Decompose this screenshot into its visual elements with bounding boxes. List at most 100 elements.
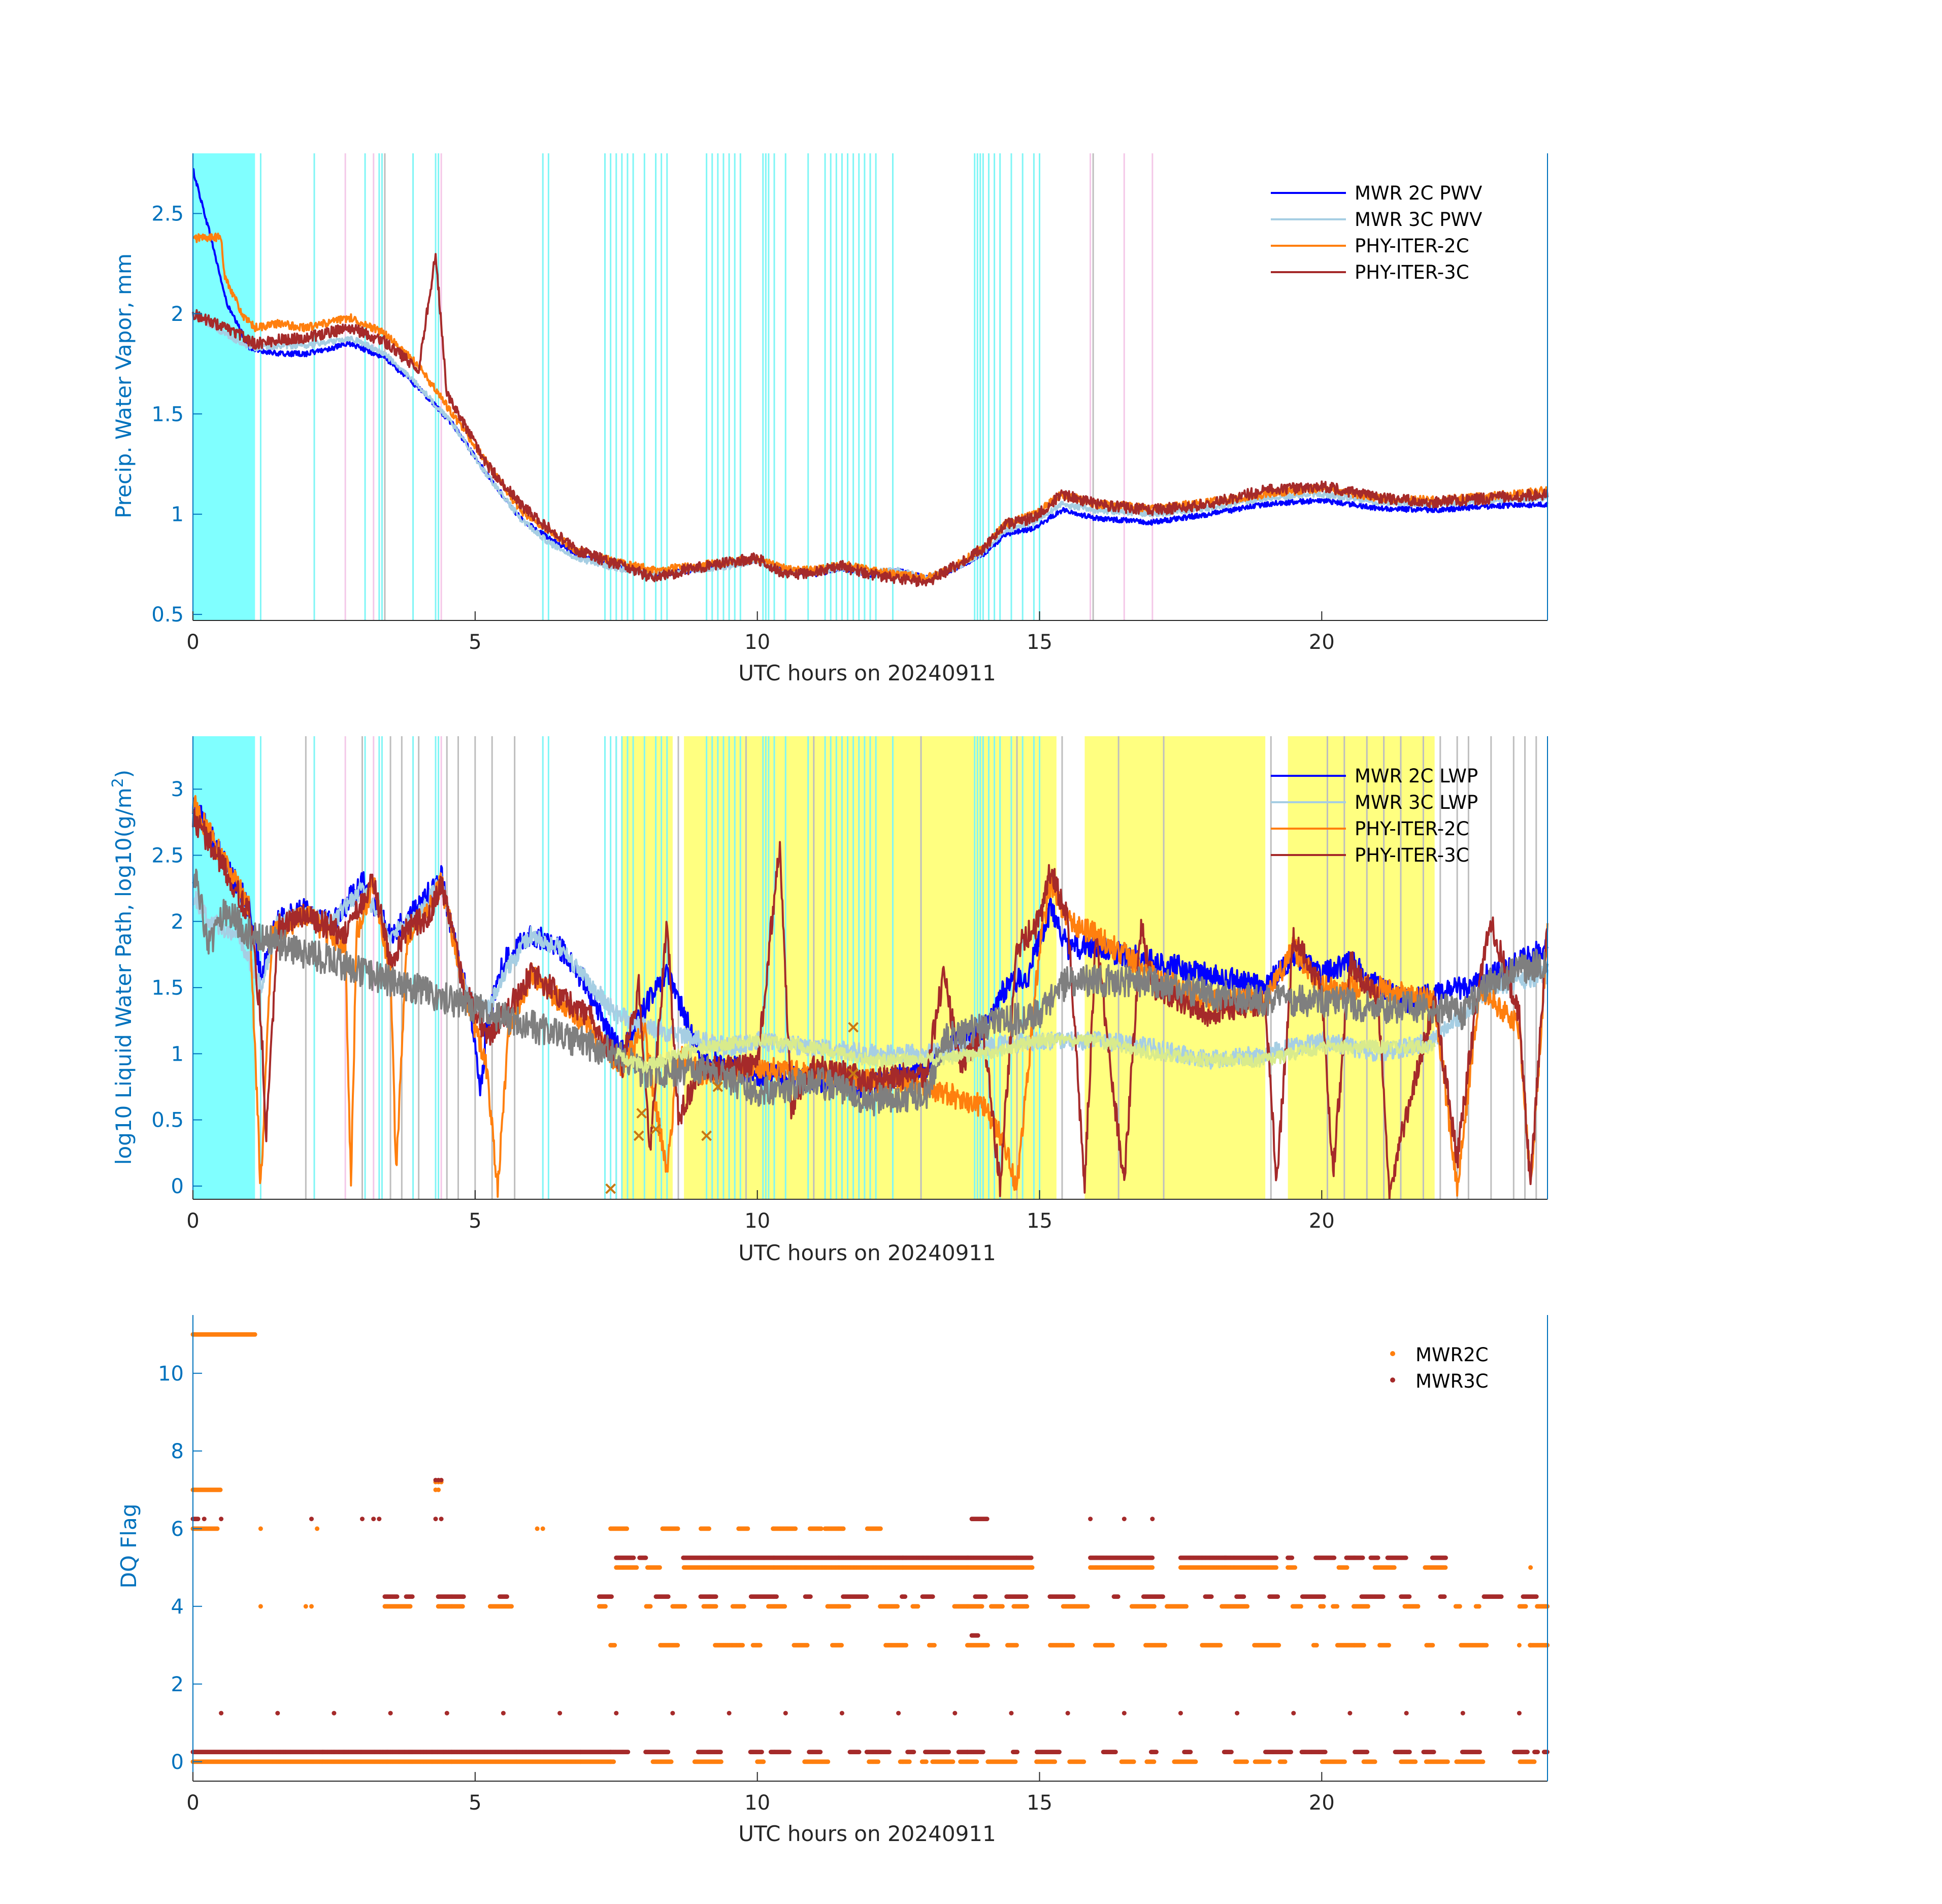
legend-label: PHY-ITER-2C (1355, 235, 1469, 257)
flag-point (1442, 1594, 1447, 1599)
x-marker (650, 1124, 661, 1135)
flag-point (1178, 1711, 1183, 1716)
flag-point (360, 1517, 365, 1522)
scatter-mwr2c (190, 1332, 1550, 1764)
flag-point (394, 1594, 400, 1599)
flag-point (1122, 1517, 1127, 1522)
x-marker (701, 1130, 712, 1141)
flag-point (1517, 1643, 1522, 1648)
x-tick-label: 20 (1309, 1791, 1335, 1815)
flag-point (603, 1604, 608, 1609)
y-tick-label: 6 (171, 1518, 184, 1541)
series-line-3c-model-light- (615, 1033, 1436, 1074)
flag-point (950, 1759, 956, 1764)
legend-label: MWR2C (1416, 1344, 1489, 1366)
flag-point (1276, 1643, 1281, 1648)
flag-point (433, 1517, 438, 1522)
flag-point (612, 1643, 617, 1648)
lwp-y-axis-title: log10 Liquid Water Path, log10(g/m2) (109, 770, 136, 1165)
flag-point (707, 1526, 711, 1531)
y-tick-label: 8 (171, 1440, 184, 1463)
dq-y-axis-title: DQ Flag (116, 1504, 141, 1589)
y-tick-label: 2 (171, 910, 184, 934)
flag-point (258, 1526, 263, 1531)
flag-point (783, 1711, 788, 1716)
x-marker (848, 1022, 859, 1033)
legend-label: PHY-ITER-2C (1355, 818, 1469, 840)
flag-point (1416, 1604, 1421, 1609)
flag-point (439, 1517, 444, 1522)
x-tick-label: 15 (1027, 1209, 1052, 1233)
flag-point (408, 1604, 413, 1609)
flag-point (841, 1526, 846, 1531)
pwv-shading (193, 153, 1154, 620)
flag-point (904, 1643, 909, 1648)
legend-item: MWR3C (1390, 1370, 1489, 1392)
flag-point (826, 1759, 831, 1764)
pwv-series (192, 168, 1549, 587)
flag-point (1344, 1565, 1349, 1570)
flag-point (864, 1594, 869, 1599)
flag-point (975, 1633, 980, 1638)
lwp-series (192, 795, 1549, 1200)
flag-point (1443, 1565, 1448, 1570)
lwp-y-title-sup: 2 (109, 778, 127, 787)
flag-point (984, 1517, 990, 1522)
flag-point (1404, 1711, 1409, 1716)
flag-point (1290, 1555, 1295, 1560)
flag-point (1499, 1594, 1504, 1599)
flag-point (1332, 1555, 1337, 1560)
flag-point (718, 1750, 723, 1755)
flag-point (1110, 1643, 1115, 1648)
flag-point (1229, 1750, 1234, 1755)
flag-point (782, 1604, 787, 1609)
series-line-mwr-2c-pwv (192, 168, 1549, 581)
flag-point (1443, 1555, 1448, 1560)
flag-point (878, 1526, 883, 1531)
flag-point (1113, 1750, 1118, 1755)
flag-point (1445, 1759, 1450, 1764)
flag-point (1188, 1750, 1193, 1755)
flag-point (932, 1643, 937, 1648)
flag-point (1365, 1750, 1370, 1755)
flag-point (1321, 1604, 1326, 1609)
y-tick-label: 2 (171, 1673, 184, 1696)
flag-point (1154, 1750, 1159, 1755)
flag-point (1052, 1759, 1058, 1764)
lwp-y-title-main: log10 Liquid Water Path, log10(g/m (111, 787, 136, 1165)
flag-point (808, 1594, 813, 1599)
flag-point (1528, 1565, 1533, 1570)
flag-point (1477, 1750, 1482, 1755)
flag-point (1523, 1604, 1528, 1609)
flag-point (609, 1594, 614, 1599)
flag-point (1347, 1711, 1353, 1716)
x-marker (848, 1068, 859, 1079)
flag-point (504, 1594, 509, 1599)
flag-point (846, 1604, 851, 1609)
y-tick-label: 4 (171, 1595, 184, 1619)
legend-item: MWR 3C LWP (1271, 792, 1478, 813)
x-tick-label: 20 (1309, 1209, 1335, 1233)
flag-point (1407, 1594, 1412, 1599)
flag-point (1323, 1750, 1328, 1755)
x-tick-label: 10 (744, 631, 770, 654)
flag-point (857, 1750, 862, 1755)
flag-point (758, 1643, 763, 1648)
flag-point (669, 1759, 674, 1764)
flag-point (839, 1711, 844, 1716)
flag-point (631, 1555, 636, 1560)
flag-point (1298, 1604, 1303, 1609)
lwp-y-title-tail: ) (111, 770, 136, 778)
legend-item: MWR 3C PWV (1271, 209, 1482, 231)
flag-point (436, 1487, 441, 1492)
flag-point (1387, 1643, 1391, 1648)
flag-point (740, 1643, 745, 1648)
pwv-panel: 0 5 10 15 20 0.5 1 1.5 2 2.5 UTC hours on 2024091… (111, 153, 1549, 685)
lwp-axes: 0 5 10 15 20 0 0.5 1 1.5 2 2.5 3 (151, 736, 1548, 1233)
flag-point (1209, 1594, 1214, 1599)
flag-point (839, 1643, 844, 1648)
flag-point (1535, 1750, 1540, 1755)
flag-point (1517, 1711, 1522, 1716)
flag-point (1413, 1759, 1418, 1764)
flag-point (509, 1604, 514, 1609)
